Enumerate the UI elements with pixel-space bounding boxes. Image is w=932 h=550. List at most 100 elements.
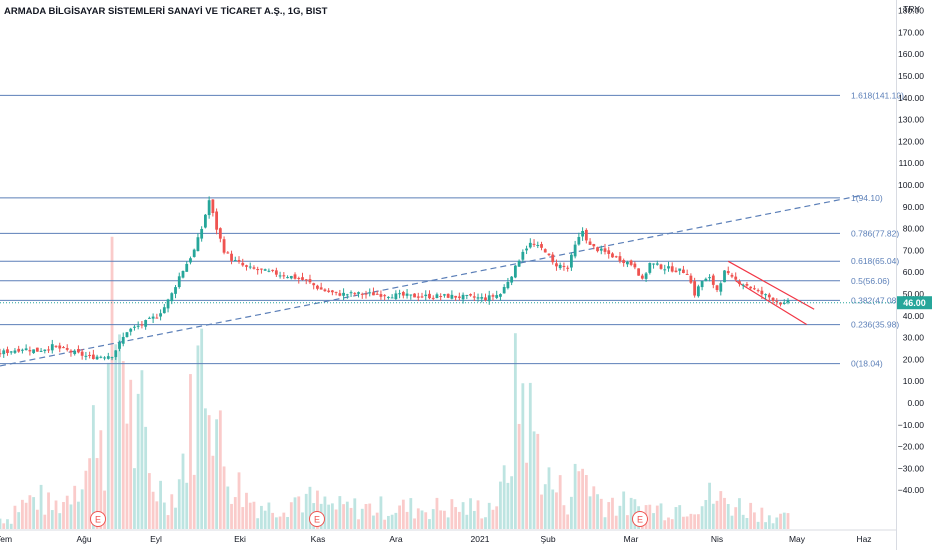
candle-body	[469, 294, 472, 296]
candle-body	[133, 326, 136, 328]
price-axis-currency: TRY	[903, 4, 920, 14]
volume-bar	[28, 495, 32, 529]
volume-bar	[547, 467, 551, 529]
price-tick-label: −30.00	[898, 463, 925, 473]
candle-body	[383, 295, 387, 297]
volume-bar	[405, 511, 409, 529]
volume-bar	[13, 505, 17, 529]
volume-bar	[58, 513, 62, 529]
candle-body	[592, 244, 596, 247]
volume-bar	[121, 361, 125, 529]
time-axis-label: Ağu	[76, 534, 91, 544]
candle-body	[13, 350, 17, 353]
candle-body	[484, 297, 487, 301]
candle-body	[222, 239, 226, 253]
volume-bar	[54, 500, 58, 529]
candle-body	[547, 253, 551, 256]
volume-bar	[708, 482, 711, 529]
volume-bar	[43, 514, 47, 529]
candle-body	[566, 267, 570, 269]
volume-bar	[555, 492, 558, 529]
volume-bar	[521, 383, 525, 529]
candle-body	[786, 300, 790, 303]
candle-body	[349, 292, 353, 294]
volume-bar	[416, 508, 420, 529]
volume-bar	[551, 489, 555, 529]
volume-bar	[457, 511, 461, 529]
candle-body	[215, 211, 219, 230]
price-tick-label: 110.00	[899, 158, 925, 168]
candle-body	[734, 276, 738, 280]
volume-bar	[454, 507, 458, 529]
candle-body	[32, 349, 36, 354]
candle-body	[603, 248, 607, 252]
volume-bar	[192, 474, 196, 529]
volume-bar	[502, 465, 506, 529]
candle-body	[2, 350, 6, 355]
volume-bar	[767, 515, 771, 529]
volume-bar	[659, 503, 663, 529]
candle-body	[181, 271, 185, 278]
last-price-value: 46.00	[903, 298, 926, 308]
volume-bar	[286, 516, 289, 529]
time-axis-label: May	[789, 534, 806, 544]
volume-bar	[752, 512, 756, 529]
candle-body	[715, 285, 719, 291]
volume-bar	[256, 518, 260, 529]
candle-body	[0, 353, 2, 355]
candle-body	[364, 293, 368, 295]
candle-body	[558, 264, 562, 269]
volume-bar	[723, 497, 726, 529]
last-price-box	[897, 296, 932, 310]
volume-bar	[401, 499, 405, 529]
volume-bar	[88, 458, 92, 529]
candle-body	[749, 286, 753, 289]
volume-bar	[289, 502, 293, 529]
volume-bar	[77, 501, 80, 529]
candle-body	[398, 293, 402, 295]
candle-body	[334, 291, 338, 293]
candle-body	[218, 228, 222, 239]
candle-body	[760, 290, 764, 295]
volume-bar	[506, 482, 510, 529]
volume-bar	[211, 455, 215, 529]
volume-bar	[428, 519, 431, 529]
channel-upper-line	[727, 260, 815, 310]
volume-bar	[345, 501, 349, 529]
candle-body	[450, 294, 454, 299]
price-tick-label: 140.00	[898, 93, 924, 103]
candle-body	[301, 277, 304, 280]
candle-body	[607, 250, 611, 254]
candle-body	[69, 350, 73, 353]
volume-bar	[241, 507, 245, 529]
price-axis[interactable]	[896, 0, 932, 550]
candle-body	[510, 276, 514, 283]
candle-body	[9, 351, 13, 353]
time-axis-label: Haz	[856, 534, 871, 544]
candle-body	[24, 348, 28, 351]
volume-bar	[603, 517, 607, 529]
volume-bar	[581, 468, 584, 529]
candle-body	[495, 295, 499, 298]
volume-bar	[263, 510, 267, 529]
candle-body	[543, 249, 547, 253]
candle-body	[674, 270, 678, 273]
price-tick-label: 60.00	[903, 267, 925, 277]
time-axis-label: Nis	[711, 534, 723, 544]
volume-bar	[588, 496, 592, 529]
candle-body	[779, 302, 782, 305]
fib-label-1.618: 1.618(141.10)	[851, 90, 904, 100]
volume-bar	[304, 493, 308, 529]
volume-bar	[652, 513, 655, 529]
volume-bar	[379, 496, 383, 529]
volume-bar	[360, 508, 364, 529]
volume-bar	[375, 512, 379, 529]
candle-body	[241, 262, 245, 266]
volume-bar	[685, 516, 689, 529]
candle-body	[640, 275, 644, 279]
volume-bar	[155, 501, 159, 529]
candle-body	[50, 344, 54, 351]
candle-body	[644, 273, 648, 279]
price-tick-label: 180.00	[898, 6, 924, 16]
